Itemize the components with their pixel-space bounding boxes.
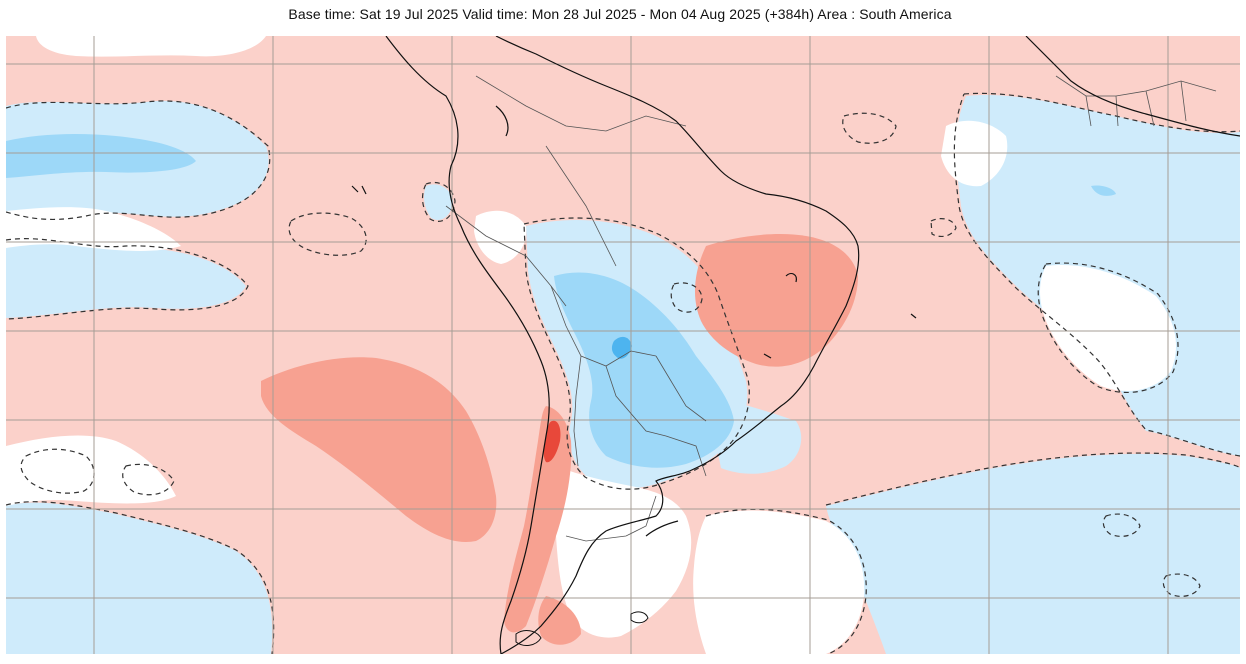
- strong-warm-areas: [543, 420, 561, 463]
- islands: [515, 611, 649, 646]
- anomaly-map[interactable]: [6, 36, 1240, 654]
- warm-areas: [261, 234, 858, 645]
- map-title: Base time: Sat 19 Jul 2025 Valid time: M…: [288, 6, 952, 22]
- anomaly-contours: [6, 92, 1240, 654]
- coastline: [351, 36, 1240, 654]
- map-frame[interactable]: [6, 36, 1240, 654]
- cool-areas: [6, 133, 1116, 468]
- country-borders: [445, 75, 1217, 542]
- graticule: [6, 36, 1240, 654]
